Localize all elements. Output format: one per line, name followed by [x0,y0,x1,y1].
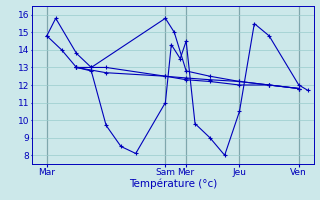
X-axis label: Température (°c): Température (°c) [129,179,217,189]
